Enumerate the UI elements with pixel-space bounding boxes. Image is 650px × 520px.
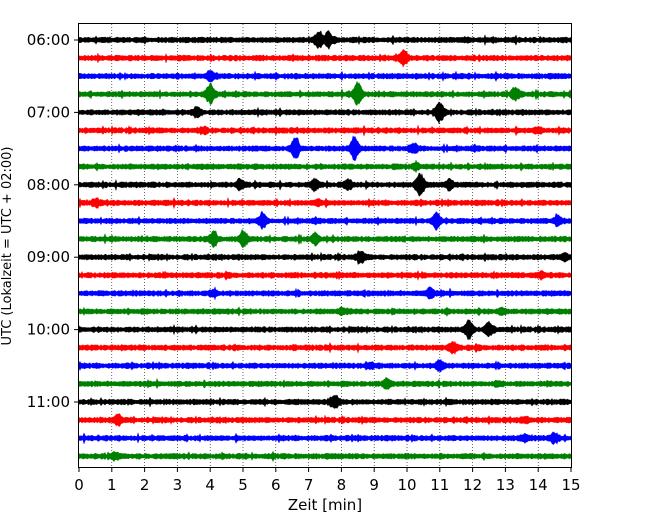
x-tick-label: 8 [337, 476, 347, 494]
x-tick-label: 13 [496, 476, 515, 494]
x-tick-label: 9 [369, 476, 379, 494]
x-axis: 0 1 2 3 4 5 6 7 8 9 10 11 12 13 14 15 [74, 467, 581, 494]
x-axis-label: Zeit [min] [288, 496, 362, 514]
trace-area [78, 30, 572, 463]
y-tick-label: 10:00 [27, 321, 70, 339]
x-tick-label: 12 [463, 476, 482, 494]
y-tick-label: 08:00 [27, 176, 70, 194]
y-tick-label: 09:00 [27, 248, 70, 266]
y-axis: 06:00 07:00 08:00 09:00 10:00 11:00 [27, 31, 79, 411]
x-tick-label: 7 [304, 476, 314, 494]
x-tick-label: 15 [561, 476, 580, 494]
y-tick-label: 11:00 [27, 393, 70, 411]
plot-frame [78, 23, 572, 468]
x-tick-label: 1 [107, 476, 117, 494]
x-tick-label: 2 [140, 476, 150, 494]
y-axis-label: UTC (Lokalzeit = UTC + 02:00) [0, 147, 15, 346]
y-tick-label: 07:00 [27, 103, 70, 121]
x-tick-label: 11 [430, 476, 449, 494]
x-tick-label: 6 [271, 476, 281, 494]
x-tick-label: 3 [173, 476, 183, 494]
x-tick-label: 0 [74, 476, 84, 494]
y-tick-label: 06:00 [27, 31, 70, 49]
x-tick-label: 10 [397, 476, 416, 494]
x-tick-label: 14 [529, 476, 548, 494]
x-tick-label: 4 [205, 476, 215, 494]
x-tick-label: 5 [238, 476, 248, 494]
x-grid [111, 24, 539, 467]
